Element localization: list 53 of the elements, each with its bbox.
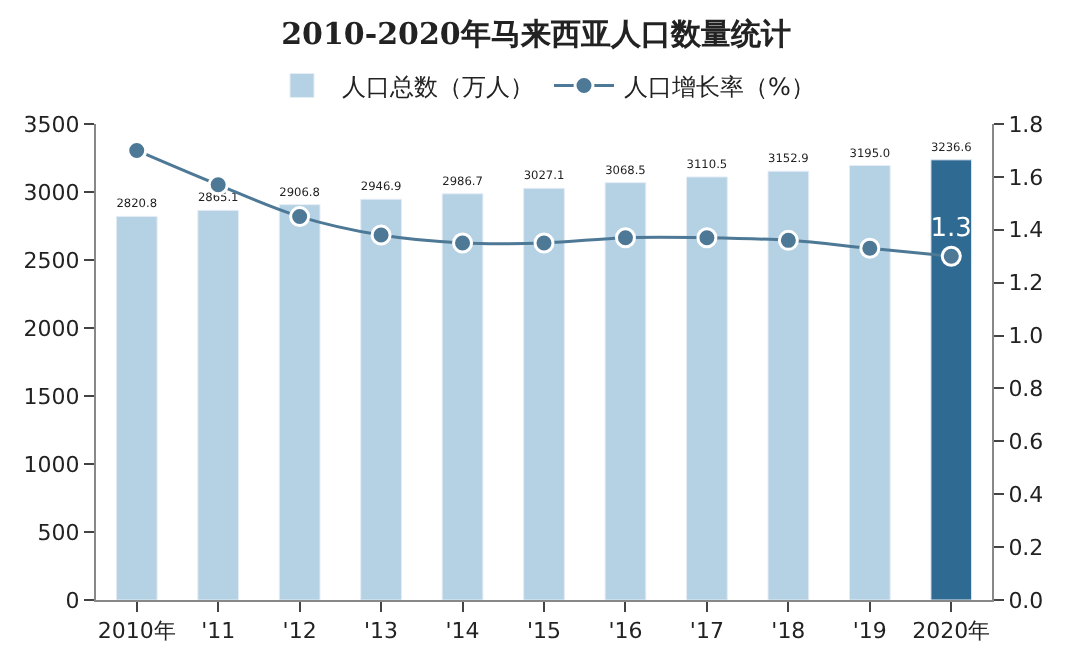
text: 1.0 — [1008, 323, 1044, 350]
bar — [278, 204, 321, 600]
point — [696, 227, 718, 249]
chart-title: 2010-2020年马来西亚人口数量统计 — [281, 16, 791, 53]
x-tick-label: '18 — [771, 618, 806, 645]
text: 1.4 — [1008, 217, 1044, 244]
y-tick-label: 0 — [65, 587, 80, 614]
bar — [848, 164, 891, 600]
text: 0.6 — [1008, 429, 1044, 456]
point — [614, 227, 636, 249]
point — [940, 245, 962, 267]
bar — [441, 193, 484, 600]
text: 1.6 — [1008, 164, 1044, 191]
bar — [523, 187, 565, 600]
y-tick-label: 2000 — [23, 315, 80, 342]
bar — [360, 198, 402, 600]
x-tick-label: '16 — [608, 618, 643, 645]
x-tick-label: 2020年 — [912, 618, 991, 645]
point — [859, 237, 881, 259]
bar — [115, 215, 158, 600]
x-tick-label: 2010年 — [97, 618, 176, 645]
y-tick-label: 1500 — [23, 383, 80, 410]
y-tick-label: 3000 — [23, 179, 80, 206]
point — [370, 224, 392, 246]
point — [533, 232, 555, 254]
x-tick-label: '11 — [201, 618, 236, 645]
text: 1.8 — [1008, 111, 1044, 138]
legend-label: 人口总数（万人） — [342, 72, 534, 101]
point — [289, 206, 311, 228]
x-tick-label: '17 — [689, 618, 724, 645]
text: 0.0 — [1008, 587, 1044, 614]
bar — [930, 159, 973, 600]
x-tick-label: '12 — [282, 618, 317, 645]
y-tick-label: 3500 — [23, 111, 80, 138]
text: 1.2 — [1008, 270, 1044, 297]
text: 0.8 — [1008, 376, 1044, 403]
y-tick-label: 2500 — [23, 247, 80, 274]
text: 0.2 — [1008, 534, 1044, 561]
bar — [604, 182, 647, 600]
x-tick-label: '14 — [445, 618, 480, 645]
point — [777, 229, 799, 251]
bar — [767, 170, 810, 600]
x-tick-label: '15 — [526, 618, 562, 645]
text: 0.4 — [1008, 481, 1044, 508]
bar — [197, 209, 240, 600]
bar — [686, 176, 728, 600]
x-tick-label: '19 — [852, 618, 887, 645]
y-tick-label: 500 — [37, 519, 80, 546]
y-tick-label: 1000 — [23, 451, 80, 478]
x-tick-label: '13 — [364, 618, 399, 645]
legend-label: 人口增长率（%） — [624, 72, 815, 101]
data-label: 1.3 — [930, 214, 972, 245]
point — [452, 232, 474, 254]
